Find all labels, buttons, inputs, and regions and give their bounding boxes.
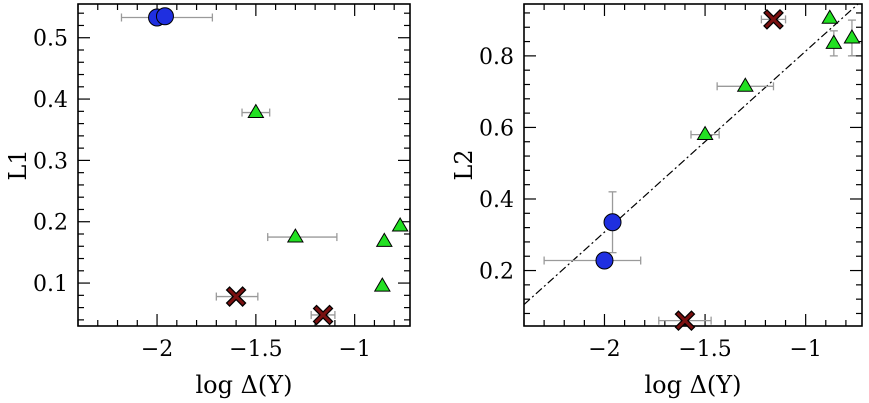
triangle-point — [696, 125, 714, 141]
circle-point — [595, 251, 614, 270]
y-tick-label: 0.3 — [33, 149, 68, 174]
y-tick-label: 0.4 — [33, 88, 68, 113]
panel-left: log Δ(Y) L1 −2 −1.5 −1 0.1 0.2 0.3 0.4 0.5 — [4, 3, 411, 399]
triangle-point — [373, 277, 391, 292]
y-tick-label: 0.6 — [479, 116, 514, 141]
triangle-point — [391, 217, 409, 232]
x-tick-label: −1.5 — [678, 337, 731, 362]
cross-point — [676, 312, 694, 330]
y-tick-label: 0.1 — [33, 272, 68, 297]
x-tick-label: −2 — [141, 337, 173, 362]
cross-point — [227, 287, 245, 306]
cross-point — [314, 306, 332, 324]
triangle-point — [375, 232, 393, 247]
triangle-point — [286, 228, 304, 243]
triangle-point — [821, 9, 839, 24]
panel-left-ylabel: L1 — [4, 149, 32, 180]
y-tick-label: 0.5 — [33, 27, 68, 52]
panel-right-ylabel: L2 — [450, 149, 478, 180]
y-tick-label: 0.2 — [479, 260, 514, 285]
x-tick-label: −1 — [789, 337, 821, 362]
triangle-point — [843, 29, 861, 44]
plot-frame — [77, 3, 411, 327]
circle-point — [155, 7, 174, 26]
y-tick-label: 0.2 — [33, 211, 68, 236]
plot-frame — [523, 3, 863, 327]
panel-right: log Δ(Y) L2 −2 −1.5 −1 0.2 0.4 0.6 0.8 — [450, 3, 863, 399]
x-tick-label: −1 — [338, 337, 370, 362]
panel-right-xlabel: log Δ(Y) — [644, 371, 741, 399]
panel-left-xlabel: log Δ(Y) — [195, 371, 292, 399]
y-tick-label: 0.8 — [479, 45, 514, 70]
circle-point — [603, 213, 622, 232]
triangle-point — [247, 103, 265, 119]
y-tick-label: 0.4 — [479, 188, 514, 213]
fit-line — [524, 4, 859, 305]
triangle-point — [825, 34, 843, 49]
x-tick-label: −1.5 — [229, 337, 282, 362]
x-tick-label: −2 — [588, 337, 620, 362]
cross-point — [764, 10, 783, 29]
triangle-point — [736, 77, 754, 92]
